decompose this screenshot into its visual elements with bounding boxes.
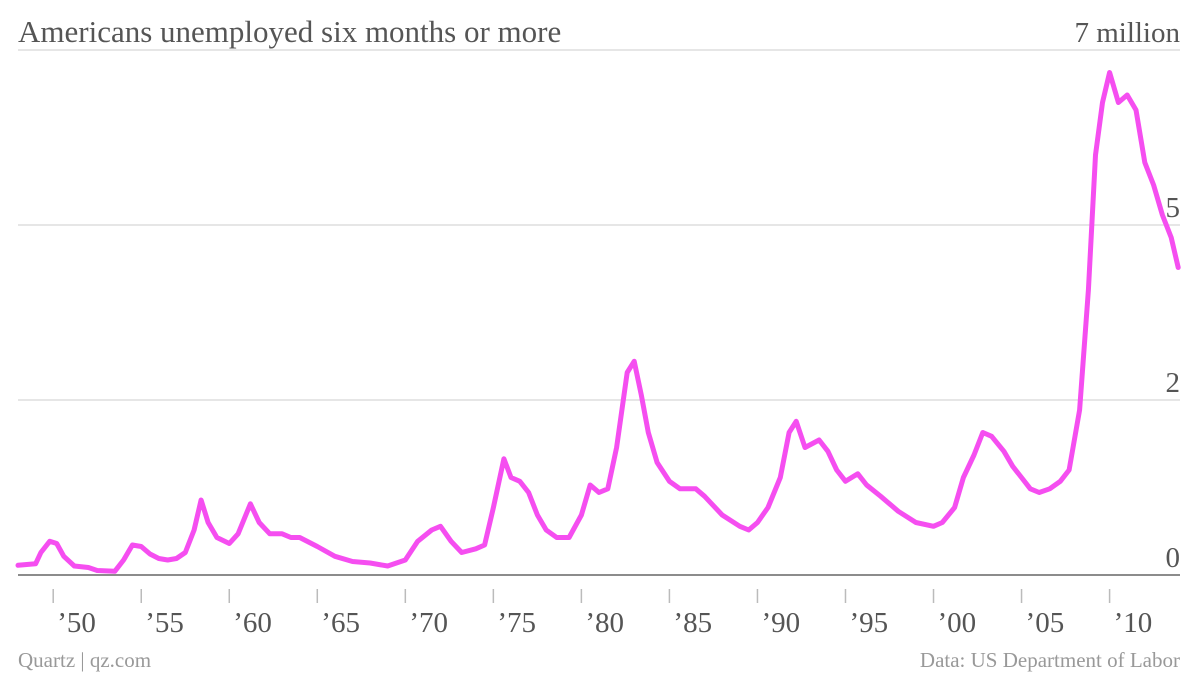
x-tick-label: ’65 [321,607,360,639]
x-tick-label: ’50 [57,607,96,639]
x-tick-label: ’75 [497,607,536,639]
x-tick-label: ’90 [761,607,800,639]
x-tick-label: ’00 [938,607,977,639]
credit: Quartz | qz.com [18,648,151,672]
x-tick-label: ’95 [849,607,888,639]
y-tick-label: 2 [1166,367,1181,399]
x-tick-label: ’10 [1114,607,1153,639]
x-tick-label: ’60 [233,607,272,639]
source: Data: US Department of Labor [920,648,1180,672]
x-tick-label: ’70 [409,607,448,639]
x-tick-label: ’85 [673,607,712,639]
line [15,70,1181,574]
y-tick-label: 7 million [1074,17,1180,49]
y-tick-label: 0 [1166,542,1181,574]
chart-title: Americans unemployed six months or more [18,14,561,49]
x-tick-label: ’05 [1026,607,1065,639]
x-tick-label: ’55 [145,607,184,639]
y-tick-label: 5 [1166,192,1181,224]
x-tick-label: ’80 [585,607,624,639]
